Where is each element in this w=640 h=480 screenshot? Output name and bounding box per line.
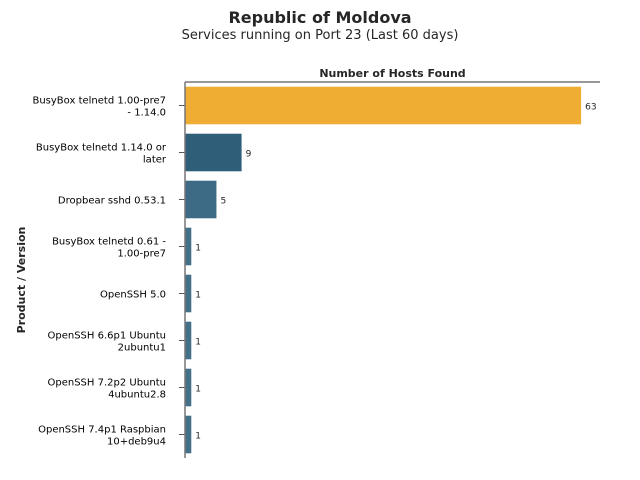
category-label: BusyBox telnetd 1.00-pre7- 1.14.0 (32, 96, 166, 119)
category-label: Dropbear sshd 0.53.1 (58, 196, 166, 207)
category-label-line: later (143, 155, 167, 166)
category-label-line: OpenSSH 6.6p1 Ubuntu (48, 331, 167, 342)
category-label: BusyBox telnetd 0.61 -1.00-pre7 (52, 237, 166, 260)
category-label: OpenSSH 5.0 (100, 290, 166, 301)
category-label-line: OpenSSH 7.2p2 Ubuntu (48, 378, 167, 389)
category-label-line: 2ubuntu1 (118, 343, 166, 354)
category-label: BusyBox telnetd 1.14.0 or later (36, 143, 167, 166)
value-label: 1 (195, 385, 201, 395)
value-label: 63 (585, 103, 596, 113)
bar (185, 321, 192, 360)
category-label-line: - 1.14.0 (127, 108, 166, 119)
category-label: OpenSSH 7.4p1 Raspbian 10+deb9u4 (38, 425, 166, 448)
category-label-line: OpenSSH 5.0 (100, 290, 166, 301)
category-label-line: Dropbear sshd 0.53.1 (58, 196, 166, 207)
bar (185, 86, 582, 125)
bar (185, 180, 217, 219)
category-label-line: OpenSSH 7.4p1 Raspbian (38, 425, 166, 436)
category-label-line: 4ubuntu2.8 (108, 390, 166, 401)
chart-title: Republic of Moldova (228, 8, 412, 27)
category-label-line: BusyBox telnetd 0.61 - (52, 237, 166, 248)
category-label: OpenSSH 7.2p2 Ubuntu 4ubuntu2.8 (48, 378, 167, 401)
category-label-line: BusyBox telnetd 1.14.0 or (36, 143, 167, 154)
bar (185, 133, 242, 172)
value-label: 1 (195, 244, 201, 254)
bar-group: BusyBox telnetd 1.00-pre7- 1.14.0 63 BusyB… (32, 81, 600, 458)
chart-subtitle: Services running on Port 23 (Last 60 day… (181, 28, 459, 43)
category-label-line: BusyBox telnetd 1.00-pre7 (32, 96, 166, 107)
value-label: 1 (195, 291, 201, 301)
bar (185, 274, 192, 313)
category-label: OpenSSH 6.6p1 Ubuntu 2ubuntu1 (48, 331, 167, 354)
x-axis-label: Number of Hosts Found (319, 67, 465, 80)
bar (185, 415, 192, 454)
category-label-line: 10+deb9u4 (107, 437, 166, 448)
value-label: 9 (246, 150, 252, 160)
value-label: 1 (195, 338, 201, 348)
value-label: 5 (220, 197, 226, 207)
bar (185, 368, 192, 407)
bar (185, 227, 192, 266)
y-axis-label: Product / Version (15, 227, 28, 334)
category-label-line: 1.00-pre7 (117, 249, 166, 260)
value-label: 1 (195, 432, 201, 442)
